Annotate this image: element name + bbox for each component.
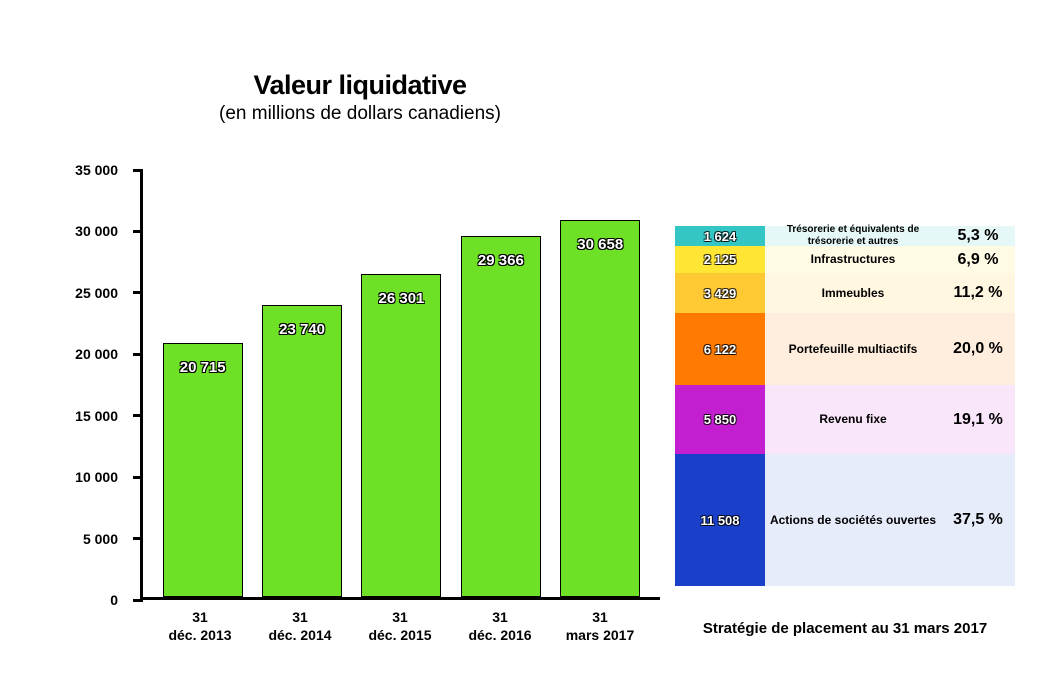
allocation-value-cell: 3 429 — [675, 273, 765, 313]
y-tick-mark — [133, 476, 143, 479]
bar: 29 366 — [461, 236, 541, 597]
bar-value-label: 30 658 — [577, 236, 623, 253]
bar: 20 715 — [163, 343, 243, 597]
x-tick-label: 31déc. 2013 — [154, 608, 246, 644]
y-tick-label: 35 000 — [75, 162, 118, 178]
allocation-pct-cell: 5,3 % — [941, 226, 1015, 246]
y-tick-mark — [133, 414, 143, 417]
allocation-label-cell: Revenu fixe — [765, 385, 941, 454]
y-tick-label: 0 — [110, 592, 118, 608]
x-tick-label: 31déc. 2016 — [454, 608, 546, 644]
y-tick-label: 10 000 — [75, 469, 118, 485]
allocation-label-cell: Actions de sociétés ouvertes — [765, 454, 941, 586]
allocation-pct-cell: 20,0 % — [941, 313, 1015, 385]
y-tick-label: 30 000 — [75, 223, 118, 239]
bar-value-label: 20 715 — [180, 359, 226, 376]
y-tick-mark — [133, 291, 143, 294]
allocation-label-cell: Trésorerie et équivalents de trésorerie … — [765, 226, 941, 246]
bar: 23 740 — [262, 305, 342, 597]
bar: 30 658 — [560, 220, 640, 597]
allocation-label-cell: Immeubles — [765, 273, 941, 313]
y-tick-label: 5 000 — [83, 531, 118, 547]
bar-chart: 05 00010 00015 00020 00025 00030 00035 0… — [60, 170, 660, 620]
allocation-value-cell: 11 508 — [675, 454, 765, 586]
x-tick-label: 31mars 2017 — [554, 608, 646, 644]
allocation-label-cell: Infrastructures — [765, 246, 941, 273]
allocation-label-cell: Portefeuille multiactifs — [765, 313, 941, 385]
y-tick-label: 15 000 — [75, 408, 118, 424]
chart-title: Valeur liquidative — [60, 70, 660, 101]
y-axis: 05 00010 00015 00020 00025 00030 00035 0… — [60, 170, 130, 600]
infographic-container: Valeur liquidative (en millions de dolla… — [0, 0, 1060, 682]
bar: 26 301 — [361, 274, 441, 597]
allocation-table: 1 624Trésorerie et équivalents de trésor… — [675, 226, 1015, 586]
bar-slot: 23 740 — [256, 305, 348, 597]
bar-slot: 20 715 — [157, 343, 249, 597]
allocation-row: 1 624Trésorerie et équivalents de trésor… — [675, 226, 1015, 246]
allocation-value-cell: 2 125 — [675, 246, 765, 273]
allocation-value-cell: 5 850 — [675, 385, 765, 454]
allocation-value-cell: 1 624 — [675, 226, 765, 246]
allocation-pct-cell: 11,2 % — [941, 273, 1015, 313]
y-tick-mark — [133, 537, 143, 540]
bars-group: 20 715 23 740 26 301 29 366 30 658 — [143, 170, 660, 597]
y-tick-mark — [133, 169, 143, 172]
x-tick-label: 31déc. 2015 — [354, 608, 446, 644]
y-tick-label: 25 000 — [75, 285, 118, 301]
x-tick-label: 31déc. 2014 — [254, 608, 346, 644]
allocation-pct-cell: 6,9 % — [941, 246, 1015, 273]
bar-value-label: 26 301 — [379, 290, 425, 307]
bar-slot: 30 658 — [554, 220, 646, 597]
allocation-row: 2 125Infrastructures6,9 % — [675, 246, 1015, 273]
chart-subtitle: (en millions de dollars canadiens) — [60, 103, 660, 125]
allocation-value-cell: 6 122 — [675, 313, 765, 385]
bar-value-label: 29 366 — [478, 252, 524, 269]
x-axis: 31déc. 201331déc. 201431déc. 201531déc. … — [140, 608, 660, 644]
allocation-pct-cell: 37,5 % — [941, 454, 1015, 586]
allocation-row: 3 429Immeubles11,2 % — [675, 273, 1015, 313]
plot-area: 20 715 23 740 26 301 29 366 30 658 — [140, 170, 660, 600]
bar-slot: 29 366 — [455, 236, 547, 597]
title-block: Valeur liquidative (en millions de dolla… — [60, 70, 660, 125]
allocation-caption: Stratégie de placement au 31 mars 2017 — [675, 620, 1015, 637]
y-tick-mark — [133, 599, 143, 602]
y-tick-mark — [133, 353, 143, 356]
allocation-pct-cell: 19,1 % — [941, 385, 1015, 454]
allocation-row: 11 508Actions de sociétés ouvertes37,5 % — [675, 454, 1015, 586]
y-tick-mark — [133, 230, 143, 233]
allocation-row: 5 850Revenu fixe19,1 % — [675, 385, 1015, 454]
y-tick-label: 20 000 — [75, 346, 118, 362]
allocation-row: 6 122Portefeuille multiactifs20,0 % — [675, 313, 1015, 385]
bar-slot: 26 301 — [355, 274, 447, 597]
bar-value-label: 23 740 — [279, 321, 325, 338]
